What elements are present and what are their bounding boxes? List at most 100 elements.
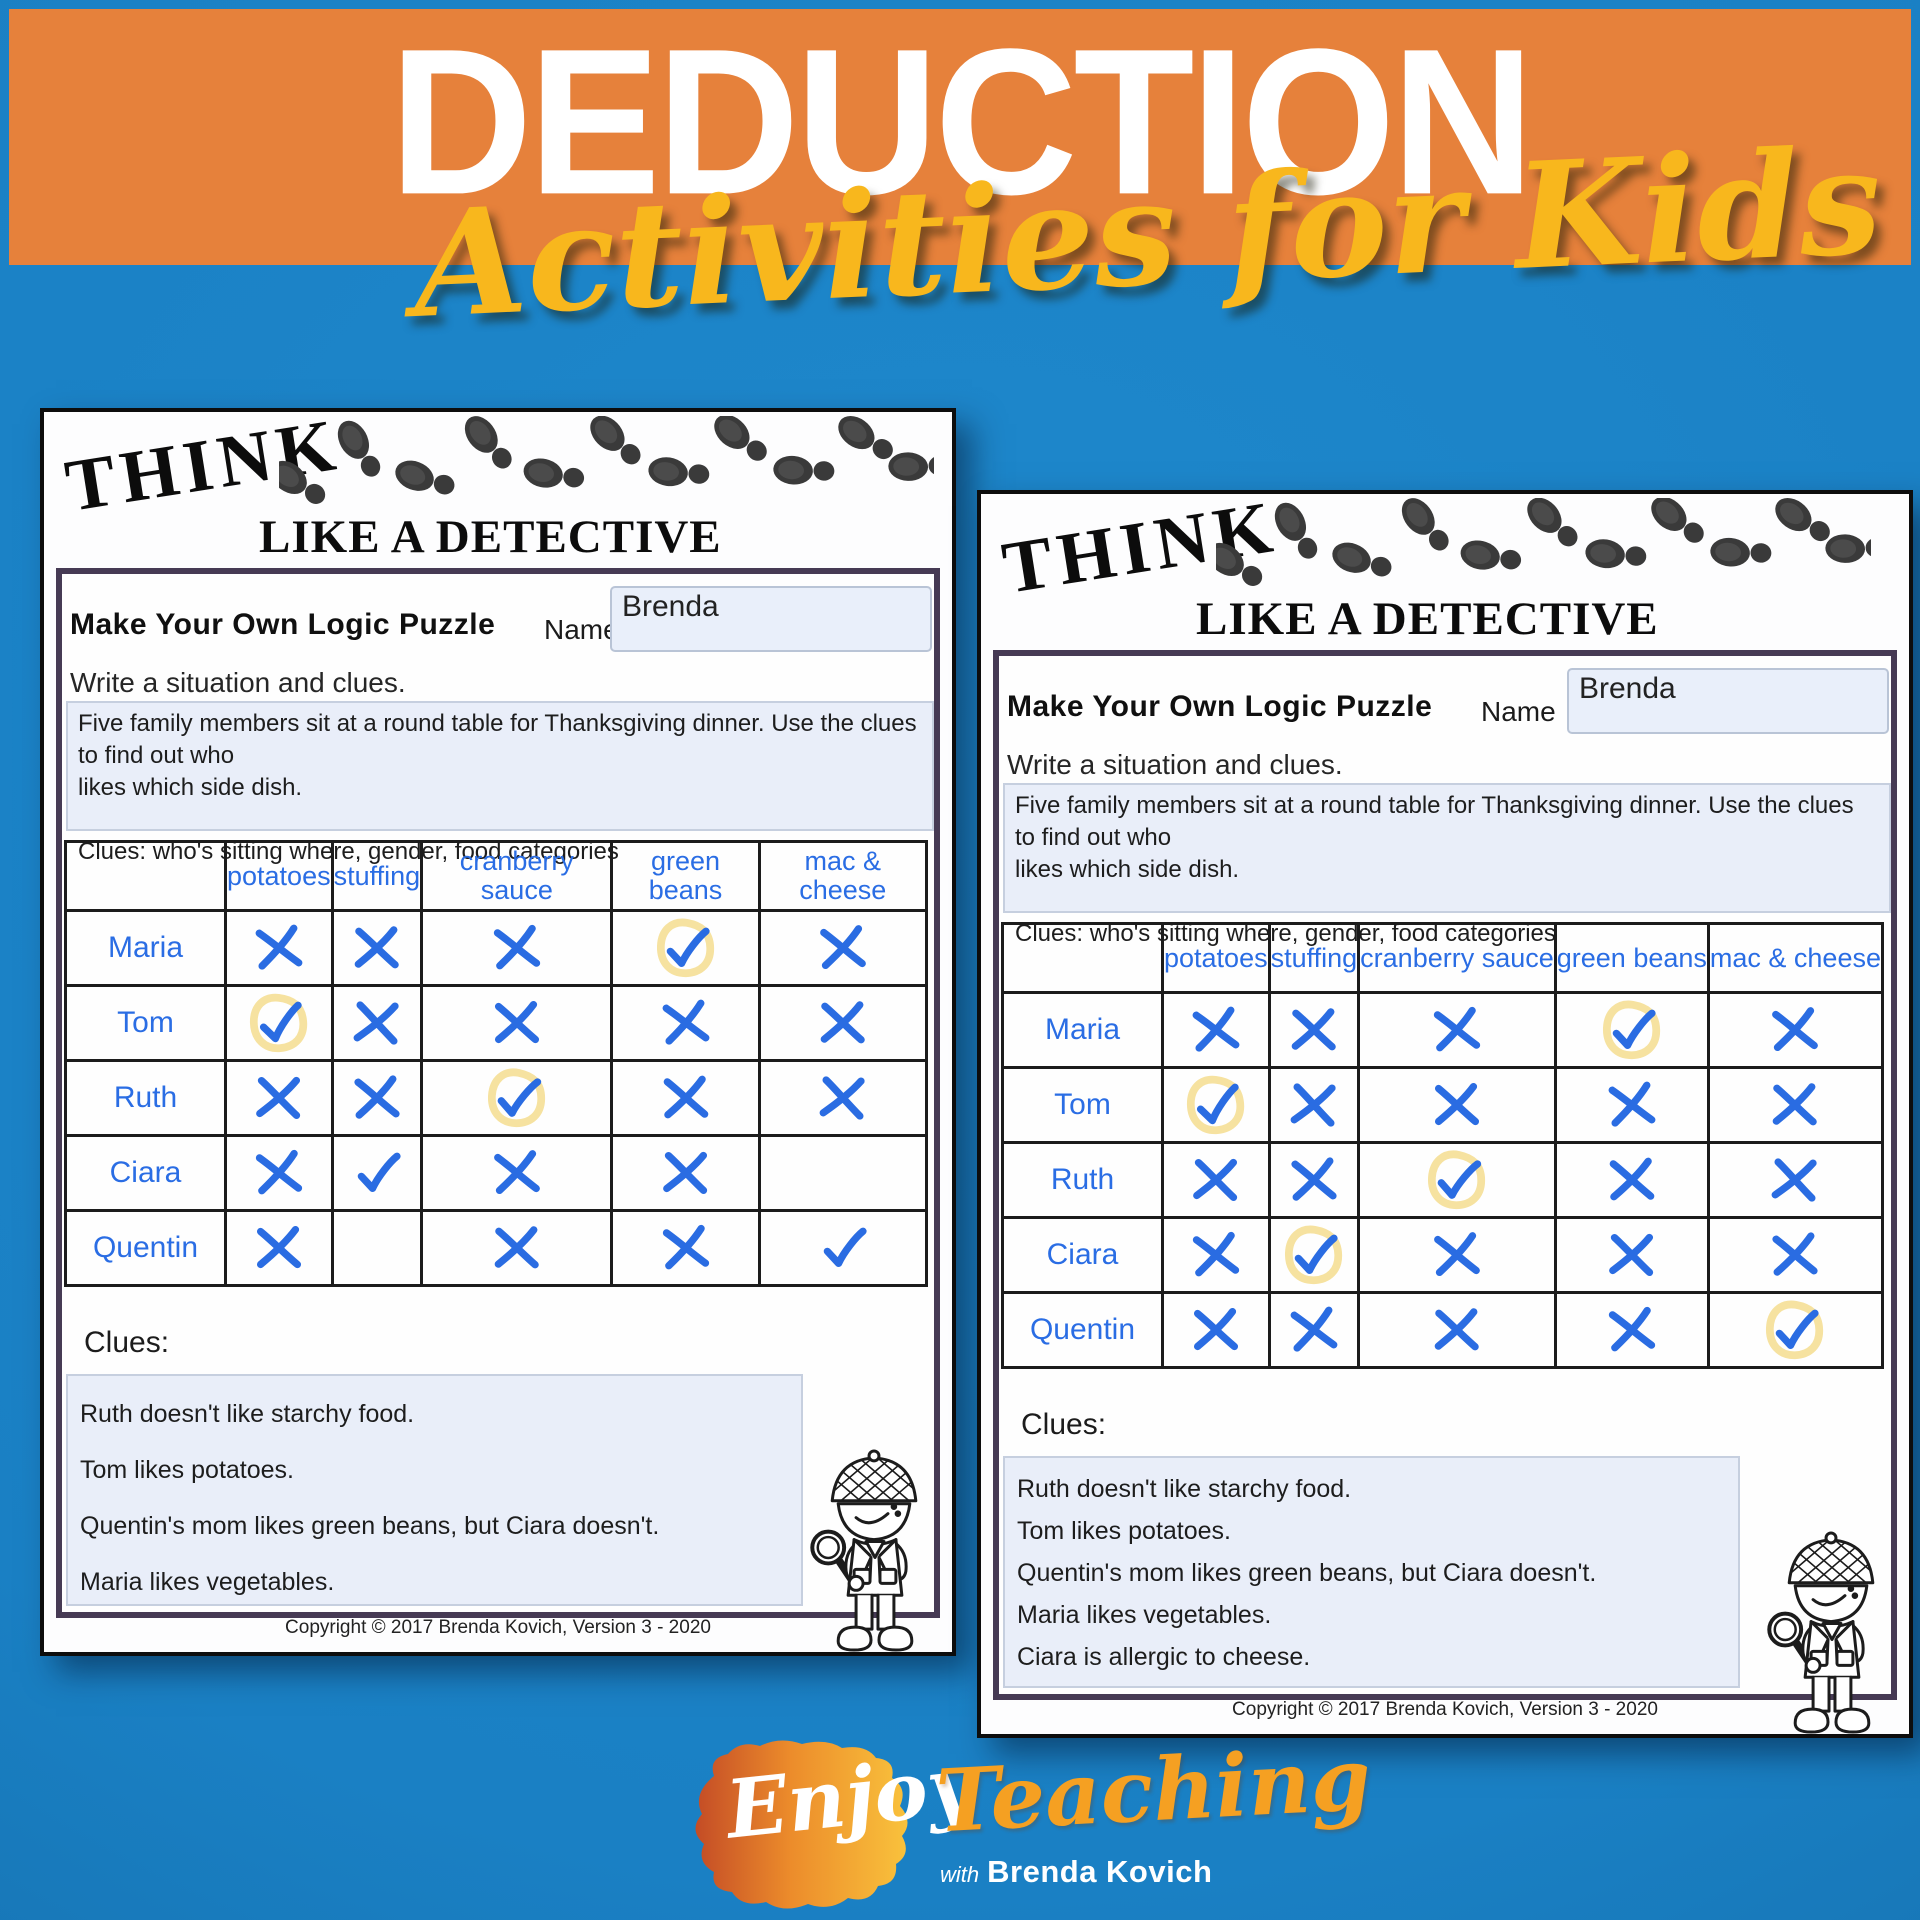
row-header-maria: Maria: [1001, 991, 1164, 1069]
worksheet-title: Make Your Own Logic Puzzle: [1007, 690, 1433, 723]
grid-cell-x[interactable]: [1357, 1066, 1557, 1144]
situation-textbox[interactable]: Five family members sit at a round table…: [1003, 783, 1891, 947]
grid-cell-x[interactable]: [1357, 1216, 1557, 1294]
grid-cell-check[interactable]: [330, 1134, 424, 1212]
table-row: Ciara: [64, 1134, 929, 1212]
grid-cell-x[interactable]: [330, 1059, 424, 1137]
situation-line: Five family members sit at a round table…: [78, 710, 917, 769]
like-a-detective-heading: LIKE A DETECTIVE: [1196, 593, 1659, 645]
column-header-mac-cheese: mac & cheese: [1706, 922, 1884, 994]
grid-cell-x[interactable]: [330, 984, 424, 1062]
row-header-maria: Maria: [64, 909, 227, 987]
grid-cell-x[interactable]: [420, 1134, 614, 1212]
grid-cell-x[interactable]: [224, 1059, 334, 1137]
table-row: Maria: [1001, 991, 1884, 1069]
grid-cell-x[interactable]: [224, 1209, 334, 1287]
clue-line: Ruth doesn't like starchy food.: [80, 1400, 415, 1428]
column-header-stuffing: stuffing: [330, 840, 424, 912]
grid-cell-x[interactable]: [1357, 1291, 1557, 1369]
grid-cell-x[interactable]: [420, 984, 614, 1062]
grid-cell-x[interactable]: [610, 1209, 761, 1287]
table-row: Tom: [64, 984, 929, 1062]
clues-textbox[interactable]: Ruth doesn't like starchy food. Tom likes…: [1003, 1456, 1740, 1688]
grid-cell-check[interactable]: [757, 1209, 929, 1287]
grid-cell-x[interactable]: [1267, 1291, 1361, 1369]
copyright-line: Copyright © 2017 Brenda Kovich, Version …: [1232, 1699, 1658, 1720]
grid-cell-check-circled[interactable]: [610, 909, 761, 987]
column-header-potatoes: potatoes: [224, 840, 334, 912]
grid-cell-x[interactable]: [1553, 1216, 1710, 1294]
copyright-line: Copyright © 2017 Brenda Kovich, Version …: [285, 1617, 711, 1638]
paint-splash-icon: [695, 1740, 908, 1909]
situation-textbox[interactable]: Five family members sit at a round table…: [66, 701, 934, 865]
column-header-green-beans: green beans: [1553, 922, 1710, 994]
grid-cell-check-circled[interactable]: [1161, 1066, 1271, 1144]
table-header-row: potatoes stuffing cranberry sauce green bea…: [1001, 922, 1884, 994]
grid-cell-x[interactable]: [1161, 991, 1271, 1069]
column-header-potatoes: potatoes: [1161, 922, 1271, 994]
banner-title: DEDUCTION: [389, 4, 1535, 238]
clues-label: Clues:: [1021, 1408, 1107, 1441]
table-row: Ciara: [1001, 1216, 1884, 1294]
grid-cell-x[interactable]: [1553, 1141, 1710, 1219]
worksheet-page-right: THINK LIKE A DETECTIVE Make Your: [977, 486, 1913, 1738]
grid-cell-check-circled[interactable]: [1357, 1141, 1557, 1219]
detective-kid-icon: [810, 1449, 918, 1652]
grid-cell-x[interactable]: [610, 984, 761, 1062]
column-header-mac-cheese: mac & cheese: [757, 840, 929, 912]
clue-line: Ruth doesn't like starchy food.: [1017, 1475, 1352, 1503]
detective-kid-icon: [1767, 1531, 1875, 1734]
grid-cell-x[interactable]: [1267, 1141, 1361, 1219]
grid-cell-empty[interactable]: [330, 1209, 424, 1287]
grid-cell-check-circled[interactable]: [224, 984, 334, 1062]
grid-cell-x[interactable]: [330, 909, 424, 987]
row-header-quentin: Quentin: [1001, 1291, 1164, 1369]
grid-cell-x[interactable]: [1706, 1141, 1884, 1219]
grid-cell-x[interactable]: [224, 1134, 334, 1212]
grid-cell-x[interactable]: [1357, 991, 1557, 1069]
grid-cell-x[interactable]: [224, 909, 334, 987]
grid-cell-check-circled[interactable]: [1706, 1291, 1884, 1369]
situation-line: Five family members sit at a round table…: [1015, 792, 1854, 851]
clue-line: Tom likes potatoes.: [1017, 1517, 1231, 1545]
table-row: Ruth: [1001, 1141, 1884, 1219]
grid-cell-x[interactable]: [757, 1059, 929, 1137]
grid-cell-x[interactable]: [757, 909, 929, 987]
name-input[interactable]: Brenda: [1567, 668, 1889, 734]
grid-cell-x[interactable]: [1706, 991, 1884, 1069]
name-value: Brenda: [622, 590, 719, 623]
row-header-ciara: Ciara: [1001, 1216, 1164, 1294]
table-row: Maria: [64, 909, 929, 987]
situation-line: likes which side dish.: [1015, 856, 1240, 883]
grid-cell-x[interactable]: [610, 1059, 761, 1137]
row-header-tom: Tom: [1001, 1066, 1164, 1144]
logo-byline-name: Brenda Kovich: [987, 1854, 1213, 1889]
grid-cell-x[interactable]: [420, 909, 614, 987]
grid-cell-x[interactable]: [1267, 1066, 1361, 1144]
clue-line: Maria likes vegetables.: [1017, 1601, 1272, 1629]
grid-cell-check-circled[interactable]: [1267, 1216, 1361, 1294]
grid-cell-x[interactable]: [1706, 1066, 1884, 1144]
grid-cell-x[interactable]: [1161, 1291, 1271, 1369]
clues-textbox[interactable]: Ruth doesn't like starchy food. Tom likes…: [66, 1374, 803, 1606]
grid-cell-check-circled[interactable]: [420, 1059, 614, 1137]
corner-cell: [64, 840, 227, 912]
table-row: Quentin: [1001, 1291, 1884, 1369]
grid-cell-x[interactable]: [1706, 1216, 1884, 1294]
like-a-detective-heading: LIKE A DETECTIVE: [259, 511, 722, 563]
worksheet-page-left: THINK LIKE A DETECTIVE Make Your: [40, 404, 956, 1656]
grid-cell-x[interactable]: [1267, 991, 1361, 1069]
grid-cell-x[interactable]: [420, 1209, 614, 1287]
grid-cell-empty[interactable]: [757, 1134, 929, 1212]
grid-cell-check-circled[interactable]: [1553, 991, 1710, 1069]
row-header-tom: Tom: [64, 984, 227, 1062]
grid-cell-x[interactable]: [610, 1134, 761, 1212]
name-input[interactable]: Brenda: [610, 586, 932, 652]
grid-cell-x[interactable]: [1161, 1216, 1271, 1294]
table-row: Ruth: [64, 1059, 929, 1137]
footprints-icon: [1216, 498, 1871, 596]
grid-cell-x[interactable]: [1553, 1291, 1710, 1369]
grid-cell-x[interactable]: [1161, 1141, 1271, 1219]
grid-cell-x[interactable]: [1553, 1066, 1710, 1144]
grid-cell-x[interactable]: [757, 984, 929, 1062]
